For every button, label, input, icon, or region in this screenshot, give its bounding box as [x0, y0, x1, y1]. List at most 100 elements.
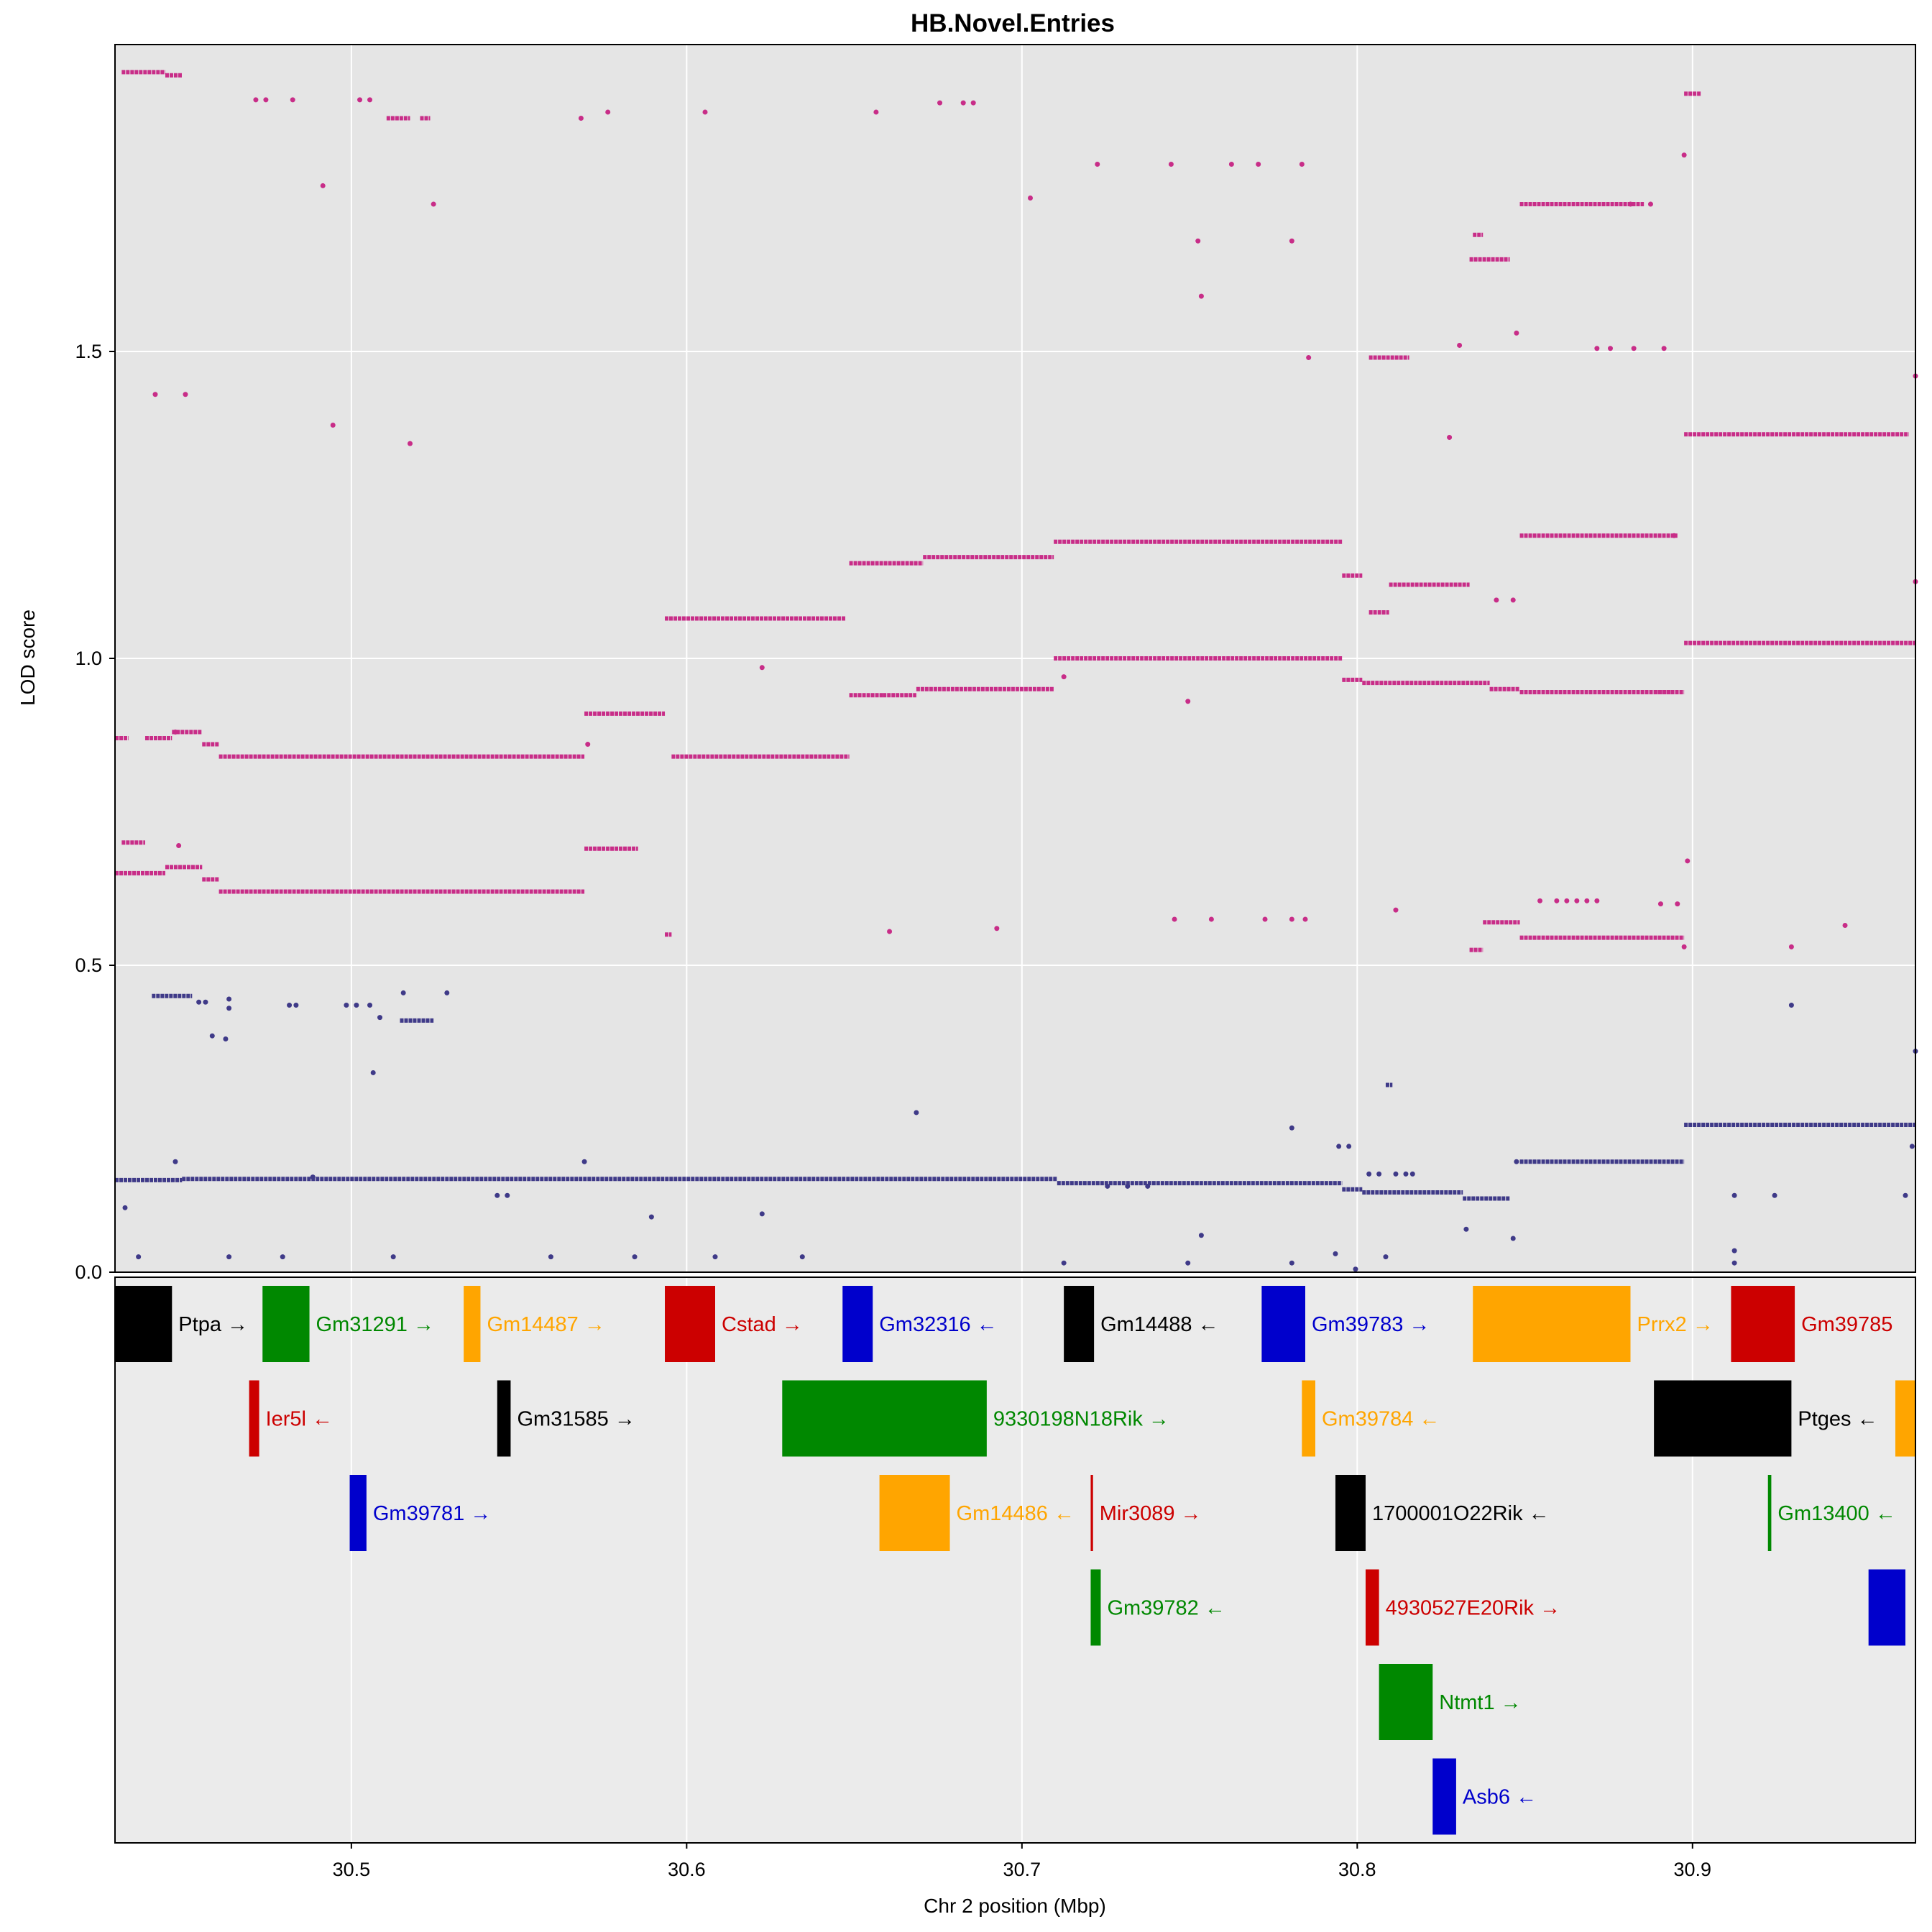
lod-point [354, 1003, 359, 1008]
gene-panel-border [114, 1276, 1916, 1844]
lod-point [548, 1254, 553, 1260]
lod-point [136, 1254, 142, 1260]
gene-bar [842, 1286, 873, 1362]
lod-point [1514, 330, 1519, 336]
lod-point [344, 1003, 349, 1008]
gene-bar [1090, 1475, 1093, 1551]
lod-series-magenta [115, 70, 1918, 952]
lod-point [253, 97, 259, 103]
y-tick-label: 0.0 [75, 1261, 102, 1283]
lod-point [1195, 238, 1201, 244]
lod-point [1463, 1226, 1469, 1232]
lod-series-navy [115, 990, 1918, 1272]
lod-point [1681, 152, 1687, 158]
lod-point [377, 1015, 383, 1021]
lod-point [1289, 916, 1294, 922]
lod-point [1731, 1248, 1737, 1254]
lod-point [390, 1254, 396, 1260]
lod-point [914, 1110, 919, 1116]
gene-bar [1365, 1569, 1379, 1646]
lod-point [1061, 674, 1067, 680]
lod-point [122, 1205, 128, 1210]
lod-point [1510, 1236, 1516, 1241]
gene-label: 9330198N18Rik → [993, 1408, 1169, 1431]
lod-point [1027, 196, 1033, 201]
gene-label: 4930527E20Rik → [1386, 1597, 1560, 1620]
lod-point [1657, 901, 1663, 907]
lod-point [357, 97, 363, 103]
gene-bar [1302, 1380, 1315, 1457]
gene-bar [1064, 1286, 1095, 1362]
lod-point [1731, 1260, 1737, 1266]
lod-point [287, 1003, 293, 1008]
lod-point [196, 999, 202, 1005]
gene-label: Ier5l ← [266, 1408, 333, 1431]
lod-point [1903, 1192, 1908, 1198]
lod-point [330, 422, 336, 428]
lod-point [1145, 1183, 1151, 1189]
lod-point [1788, 944, 1794, 949]
gene-label: Gm39785 [1801, 1313, 1892, 1336]
gene-label: Gm13400 ← [1777, 1502, 1895, 1525]
lod-point [585, 742, 591, 748]
gene-label: Gm14486 ← [957, 1502, 1075, 1525]
lod-point [1584, 898, 1590, 903]
lod-point [1564, 898, 1570, 903]
gene-label: Gm32316 ← [879, 1313, 997, 1336]
gene-bar [1335, 1475, 1366, 1551]
gene-label: Gm14488 ← [1100, 1313, 1218, 1336]
lod-point [172, 1159, 178, 1164]
lod-point [799, 1254, 805, 1260]
lod-point [994, 926, 1000, 932]
lod-point [1594, 346, 1600, 351]
gene-label: Ptpa → [178, 1313, 248, 1336]
lod-point [1172, 916, 1177, 922]
x-tick-label: 30.5 [333, 1859, 371, 1880]
lod-point [1228, 162, 1234, 167]
lod-point [648, 1214, 654, 1220]
gene-bar [1868, 1569, 1906, 1646]
gene-bar [1654, 1380, 1792, 1457]
x-tick-label: 30.6 [668, 1859, 706, 1880]
gene-bar [1379, 1664, 1433, 1740]
lod-point [1842, 922, 1848, 928]
gene-bar [1731, 1286, 1795, 1362]
x-axis-ticks: 30.5 30.6 30.7 30.8 30.9 [333, 1843, 1711, 1880]
gene-bar [1090, 1569, 1101, 1646]
y-tick-label: 0.5 [75, 954, 102, 976]
lod-point [1494, 597, 1499, 603]
lod-point [960, 100, 966, 106]
lod-point [578, 115, 584, 121]
lod-point [1788, 1003, 1794, 1008]
gene-label: Gm39781 → [373, 1502, 491, 1525]
lod-point [1909, 1144, 1915, 1149]
gene-bar [262, 1286, 310, 1362]
gene-bar [349, 1475, 367, 1551]
lod-point [1731, 1192, 1737, 1198]
gene-label: Mir3089 → [1100, 1502, 1202, 1525]
lod-point [632, 1254, 638, 1260]
gene-label: Gm39784 ← [1322, 1408, 1440, 1431]
lod-point [263, 97, 269, 103]
lod-point [1208, 916, 1214, 922]
lod-point [310, 1174, 316, 1180]
lod-point [203, 999, 208, 1005]
y-tick-label: 1.5 [75, 341, 102, 362]
gene-panel-gridlines [350, 1277, 1693, 1843]
lod-point [1627, 201, 1633, 207]
lod-point [226, 996, 232, 1002]
gene-bar [782, 1380, 987, 1457]
lod-point [1336, 1144, 1342, 1149]
gene-bar [1767, 1475, 1772, 1551]
lod-point [1554, 898, 1560, 903]
gene-label: Gm14487 → [487, 1313, 604, 1336]
gene-label: Cstad → [722, 1313, 803, 1336]
gene-bar [879, 1475, 950, 1551]
lod-point [1403, 1171, 1409, 1177]
gene-label: Gm39783 → [1312, 1313, 1430, 1336]
lod-point [408, 441, 413, 446]
gene-bar [1432, 1758, 1456, 1835]
lod-point [759, 665, 765, 671]
lod-point [226, 1006, 232, 1011]
